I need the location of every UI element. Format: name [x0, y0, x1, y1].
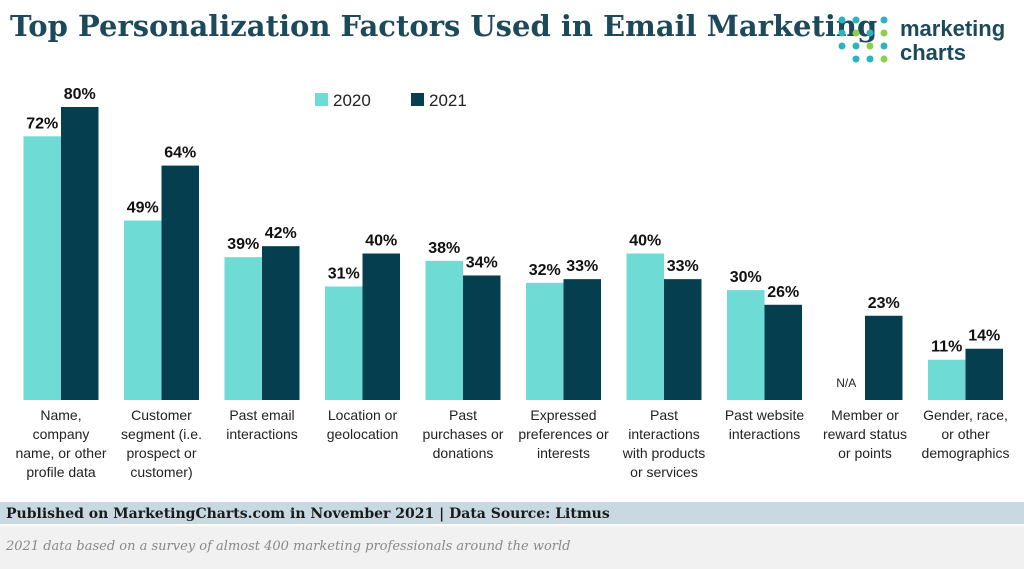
- bar: [965, 348, 1003, 400]
- bar: [626, 253, 664, 400]
- bar: [425, 260, 463, 400]
- value-label: 42%: [265, 225, 297, 242]
- x-tick-label: Location or geolocation: [326, 407, 399, 442]
- bar: [224, 257, 262, 400]
- value-label: 23%: [868, 295, 900, 312]
- note: 2021 data based on a survey of almost 40…: [5, 539, 571, 554]
- value-label: 80%: [64, 86, 96, 103]
- value-label: 32%: [529, 262, 561, 279]
- bar: [563, 279, 601, 400]
- value-label: 33%: [667, 258, 699, 275]
- source: Published on MarketingCharts.com in Nove…: [6, 506, 610, 522]
- bar: [526, 282, 564, 400]
- chart-title: Top Personalization Factors Used in Emai…: [10, 9, 877, 43]
- legend-label: 2020: [333, 91, 371, 110]
- legend-swatch: [411, 93, 424, 106]
- bar: [362, 253, 400, 400]
- value-label: N/A: [836, 376, 856, 390]
- bar: [23, 136, 61, 401]
- bar: [928, 359, 966, 400]
- source-band: [0, 502, 1024, 524]
- value-label: 38%: [428, 240, 460, 257]
- value-label: 34%: [466, 254, 498, 271]
- value-label: 72%: [26, 115, 58, 132]
- value-label: 14%: [968, 328, 1000, 345]
- value-label: 26%: [767, 284, 799, 301]
- logo-dots: [838, 16, 888, 63]
- bar: [161, 165, 199, 400]
- value-label: 39%: [227, 236, 259, 253]
- x-tick-label: Customer segment (i.e. prospect or custo…: [121, 407, 202, 480]
- value-label: 64%: [164, 145, 196, 162]
- x-tick-label: Past website interactions: [724, 407, 805, 442]
- x-tick-label: Past interactions with products or servi…: [622, 407, 706, 480]
- x-tick-label: Past purchases or donations: [422, 407, 504, 461]
- x-tick-label: Expressed preferences or interests: [518, 407, 609, 461]
- value-label: 40%: [629, 233, 661, 250]
- value-label: 11%: [931, 339, 962, 356]
- x-tick-label: Gender, race, or other demographics: [921, 407, 1010, 461]
- bar: [664, 279, 702, 400]
- value-label: 33%: [566, 258, 598, 275]
- legend-swatch: [315, 93, 328, 106]
- logo-text: charts: [900, 40, 966, 65]
- bar: [124, 220, 162, 400]
- value-label: 31%: [328, 265, 360, 282]
- value-label: 40%: [365, 233, 397, 250]
- bar: [727, 290, 765, 400]
- value-label: 30%: [730, 269, 762, 286]
- bar: [325, 286, 363, 400]
- bar: [865, 315, 903, 400]
- x-tick-label: Name, company name, or other profile dat…: [15, 407, 107, 480]
- x-tick-label: Past email interactions: [226, 407, 298, 442]
- bar: [764, 304, 802, 400]
- value-label: 49%: [127, 200, 159, 217]
- bar: [61, 107, 99, 400]
- bar: [262, 246, 300, 400]
- note-band: [0, 526, 1024, 569]
- logo-text: marketing: [900, 16, 1005, 41]
- bar: [463, 275, 501, 400]
- x-tick-label: Member or reward status or points: [822, 407, 908, 461]
- legend-label: 2021: [429, 91, 467, 110]
